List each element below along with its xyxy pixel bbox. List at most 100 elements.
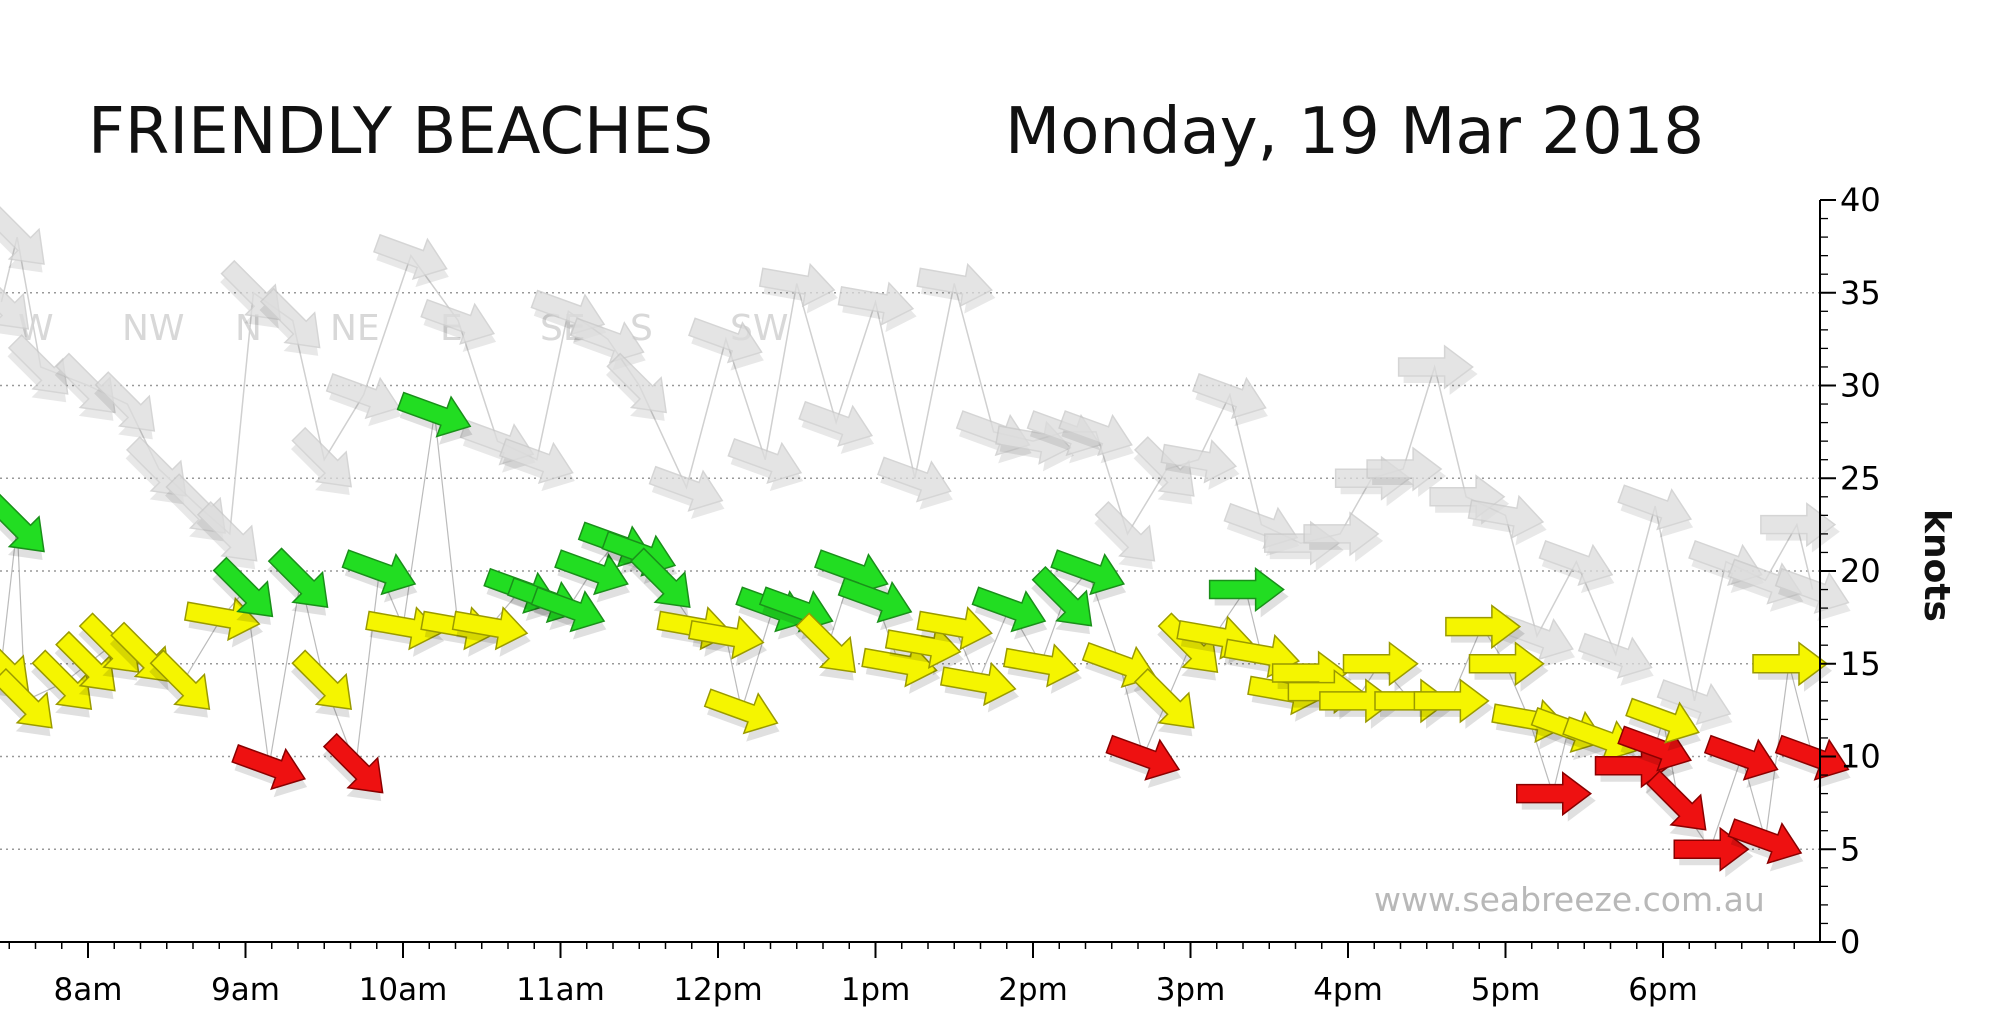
wind-arrow <box>1727 818 1804 872</box>
gust-arrow <box>727 437 804 492</box>
y-tick-label: 35 <box>1840 274 1881 312</box>
wind-arrow <box>31 649 93 718</box>
wind-arrow <box>1031 565 1093 635</box>
chart-title: FRIENDLY BEACHES <box>88 95 714 169</box>
wind-arrow <box>1645 769 1707 839</box>
gust-arrow <box>1303 511 1384 562</box>
gust-arrow <box>688 317 764 371</box>
wind-arrow <box>1774 734 1851 788</box>
compass-label: S <box>630 308 653 349</box>
wind-arrow <box>939 661 1020 713</box>
gust-arrow <box>1133 436 1195 505</box>
gust-arrow <box>1577 632 1654 686</box>
wind-arrow <box>1342 641 1423 692</box>
wind-arrow <box>0 491 45 560</box>
wind-arrow <box>1516 771 1596 822</box>
gust-arrow <box>1397 344 1478 395</box>
gust-arrow <box>606 352 668 421</box>
compass-label: NW <box>122 308 185 349</box>
gust-arrow <box>916 262 996 314</box>
x-tick-label: 4pm <box>1313 972 1383 1008</box>
wind-arrow <box>212 556 274 625</box>
gust-arrow <box>569 317 646 371</box>
gust-arrow <box>648 465 725 519</box>
wind-arrow <box>267 547 329 616</box>
gust-arrow <box>1160 439 1240 490</box>
wind-arrow <box>916 606 996 657</box>
gust-arrow <box>758 262 838 314</box>
gust-arrow <box>1094 501 1156 570</box>
gust-arrow <box>420 298 497 353</box>
wind-arrow <box>1050 549 1127 603</box>
wind-arrow <box>795 612 857 681</box>
wind-arrow <box>0 667 53 737</box>
gust-arrow <box>1774 567 1851 621</box>
y-axis-label: knots <box>1915 509 1957 622</box>
wind-arrow <box>54 630 116 700</box>
wind-arrow <box>554 549 631 603</box>
y-tick-label: 10 <box>1840 738 1881 776</box>
wind-arrow <box>884 624 964 676</box>
x-tick-label: 3pm <box>1156 972 1226 1008</box>
y-tick-label: 25 <box>1840 459 1881 497</box>
wind-arrow <box>837 577 914 631</box>
gust-arrow <box>1058 410 1135 464</box>
wind-arrow <box>1752 641 1832 692</box>
gust-arrow <box>798 400 875 455</box>
x-tick-label: 11am <box>516 972 605 1008</box>
wind-arrow <box>1208 567 1289 618</box>
gust-arrow <box>325 373 402 427</box>
wind-arrow <box>1625 697 1702 751</box>
wind-arrow <box>1002 643 1083 694</box>
wind-arrow <box>703 688 780 742</box>
wind-arrow <box>149 649 211 718</box>
gust-arrow <box>1760 502 1840 553</box>
wind-arrow <box>1468 641 1549 692</box>
x-tick-label: 12pm <box>673 972 762 1008</box>
gust-arrow <box>0 269 30 338</box>
wind-arrow <box>341 549 418 603</box>
wind-arrow <box>861 643 941 694</box>
gust-arrow <box>1538 539 1615 594</box>
wind-arrow <box>1673 826 1754 878</box>
wind-arrow <box>1105 734 1182 788</box>
wind-arrow <box>530 586 607 640</box>
gust-arrow <box>1192 373 1268 427</box>
gust-arrow <box>1656 679 1733 733</box>
wind-arrow <box>1157 612 1219 681</box>
wind-arrow <box>396 391 473 445</box>
y-tick-label: 15 <box>1840 645 1881 683</box>
x-tick-label: 9am <box>211 972 280 1008</box>
x-tick-label: 2pm <box>998 972 1068 1008</box>
compass-label: NE <box>330 308 380 349</box>
wind-arrow <box>629 547 691 616</box>
y-tick-label: 30 <box>1840 367 1881 405</box>
gust-arrow <box>877 456 953 510</box>
gust-arrow <box>1617 484 1694 538</box>
y-tick-label: 20 <box>1840 552 1881 590</box>
y-tick-label: 40 <box>1840 181 1881 219</box>
x-tick-label: 6pm <box>1628 972 1698 1008</box>
wind-arrow <box>451 606 531 657</box>
gust-arrow <box>196 501 258 570</box>
wind-arrow <box>322 732 384 802</box>
wind-arrow <box>291 649 353 718</box>
gust-arrow <box>1467 494 1547 546</box>
x-tick-label: 1pm <box>841 972 911 1008</box>
x-tick-label: 5pm <box>1471 972 1541 1008</box>
wind-arrow <box>231 744 308 798</box>
chart-subtitle: Monday, 19 Mar 2018 <box>1005 95 1705 169</box>
x-tick-label: 10am <box>359 972 448 1008</box>
gust-arrow <box>499 437 575 492</box>
y-tick-label: 5 <box>1840 830 1860 868</box>
gust-arrow <box>837 281 917 333</box>
watermark: www.seabreeze.com.au <box>1374 880 1765 919</box>
gust-arrow <box>0 204 45 273</box>
gust-arrow <box>373 233 449 288</box>
x-tick-label: 8am <box>54 972 123 1008</box>
wind-arrow <box>1133 667 1195 737</box>
gust-arrow <box>259 287 321 356</box>
wind-arrow <box>687 615 768 667</box>
